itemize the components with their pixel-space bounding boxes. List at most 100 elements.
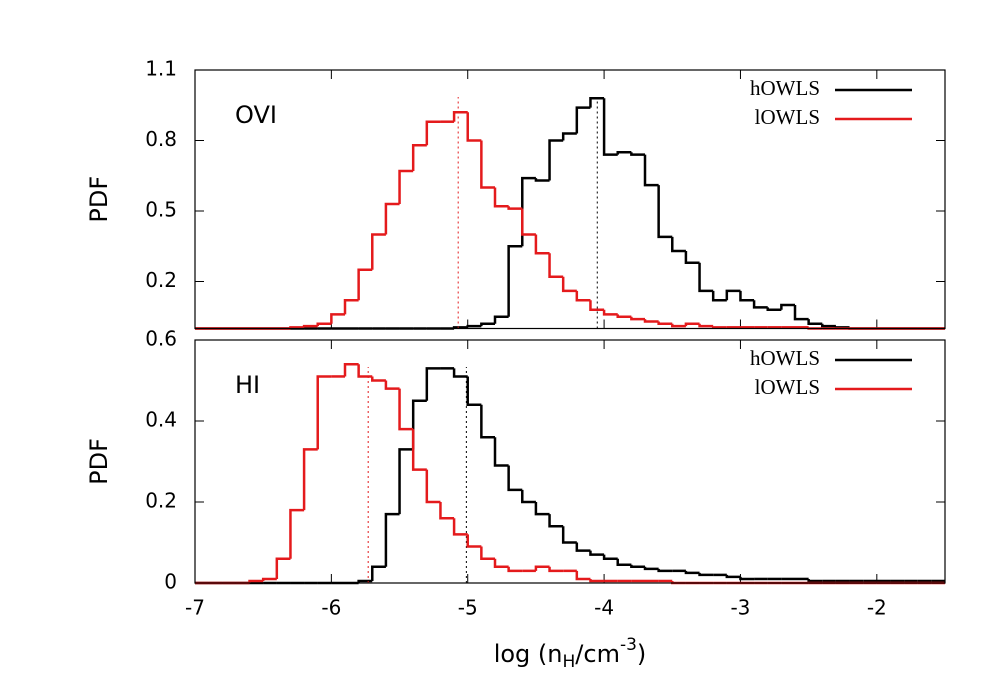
histogram-bin bbox=[616, 558, 632, 567]
histogram-bin bbox=[275, 557, 291, 579]
histogram-bin bbox=[507, 206, 523, 210]
y-tick-label: 0.8 bbox=[145, 127, 177, 151]
histogram-bin bbox=[711, 290, 727, 302]
series bbox=[195, 111, 945, 330]
histogram-bin bbox=[439, 502, 455, 520]
histogram-bin bbox=[561, 526, 577, 544]
histogram-bin bbox=[589, 300, 605, 311]
histogram-bin bbox=[316, 322, 332, 327]
histogram-bin bbox=[493, 437, 509, 467]
histogram-bin bbox=[507, 566, 523, 573]
histogram-bin bbox=[466, 324, 482, 328]
histogram-bin bbox=[302, 324, 318, 328]
histogram-bin bbox=[643, 154, 659, 187]
histogram-bin bbox=[261, 577, 277, 581]
histogram-bin bbox=[493, 187, 509, 208]
histogram-bin bbox=[452, 518, 468, 536]
histogram-bin bbox=[452, 111, 468, 122]
histogram-bin bbox=[452, 368, 468, 378]
y-tick-label: 1.1 bbox=[145, 57, 177, 81]
series bbox=[195, 367, 945, 585]
histogram-bin bbox=[480, 140, 495, 189]
x-axis-label-sub: H bbox=[563, 652, 576, 672]
histogram-bin bbox=[398, 169, 414, 204]
histogram-bin bbox=[657, 568, 673, 573]
histogram-bin bbox=[521, 208, 536, 236]
histogram-bin bbox=[466, 376, 482, 407]
histogram-bin bbox=[466, 534, 482, 548]
histogram-bin bbox=[657, 321, 673, 326]
histogram-bin bbox=[480, 322, 495, 327]
histogram-bin bbox=[425, 469, 441, 504]
histogram-bin bbox=[248, 579, 264, 583]
legend-label: lOWLS bbox=[755, 105, 820, 129]
x-tick-label: -7 bbox=[185, 596, 205, 620]
x-axis-label: log (nH/cm-3) bbox=[494, 635, 647, 672]
plot-frame bbox=[194, 339, 946, 584]
histogram-bin bbox=[548, 514, 564, 528]
histogram-bin bbox=[411, 429, 427, 471]
histogram-bin bbox=[507, 465, 523, 492]
histogram-bin bbox=[548, 566, 564, 573]
histogram-bin bbox=[589, 578, 605, 583]
histogram-bin bbox=[616, 314, 632, 318]
histogram-bin bbox=[684, 250, 700, 264]
legend-label: hOWLS bbox=[750, 76, 820, 100]
histogram-bin bbox=[534, 502, 550, 516]
x-axis-label-part: /cm bbox=[575, 640, 620, 668]
histogram-bin bbox=[725, 289, 741, 301]
histogram-bin bbox=[739, 576, 755, 581]
histogram-bin bbox=[630, 152, 645, 156]
histogram-bin bbox=[548, 253, 564, 279]
histogram-bin bbox=[575, 106, 591, 134]
histogram-bin bbox=[343, 299, 359, 315]
histogram-bin bbox=[834, 326, 850, 329]
histogram-bin bbox=[561, 132, 577, 141]
histogram-bin bbox=[780, 303, 795, 310]
histogram-bin bbox=[602, 554, 618, 560]
histogram-bin bbox=[357, 364, 373, 378]
histogram-bin bbox=[493, 558, 509, 569]
histogram-bin bbox=[602, 309, 618, 316]
x-axis-label-part: ) bbox=[637, 640, 646, 668]
histogram-bin bbox=[602, 98, 618, 156]
histogram-bin bbox=[793, 305, 809, 321]
histogram-bin bbox=[521, 489, 536, 504]
histogram-bin bbox=[548, 139, 564, 181]
histogram-bin bbox=[643, 566, 659, 571]
histogram-bin bbox=[561, 276, 577, 293]
histogram-bin bbox=[534, 178, 550, 182]
panel-label: OVI bbox=[235, 101, 277, 129]
histogram-bin bbox=[643, 319, 659, 323]
histogram-bin bbox=[493, 315, 509, 324]
histogram-bin bbox=[425, 367, 441, 401]
histogram-bin bbox=[425, 120, 441, 146]
histogram-bin bbox=[411, 399, 427, 450]
histogram-bin bbox=[330, 313, 345, 324]
histogram-bin bbox=[807, 578, 823, 583]
histogram-bin bbox=[534, 234, 550, 255]
y-tick-label: 0.5 bbox=[145, 198, 177, 222]
histogram-bin bbox=[316, 375, 332, 450]
x-tick-label: -3 bbox=[730, 596, 750, 620]
y-axis-label: PDF bbox=[85, 176, 113, 223]
histogram-bin bbox=[575, 290, 591, 302]
series bbox=[195, 96, 945, 330]
histogram-bin bbox=[343, 363, 359, 377]
histogram-bin bbox=[302, 448, 318, 511]
histogram-bin bbox=[575, 570, 591, 581]
histogram-bin bbox=[739, 290, 755, 302]
histogram-bin bbox=[398, 448, 414, 515]
legend-label: lOWLS bbox=[755, 375, 820, 399]
x-tick-label: -5 bbox=[458, 596, 478, 620]
histogram-bin bbox=[616, 151, 632, 155]
panel-label: HI bbox=[235, 371, 260, 399]
histogram-bin bbox=[575, 542, 591, 552]
histogram-bin bbox=[589, 96, 605, 108]
histogram-bin bbox=[411, 143, 427, 172]
histogram-bin bbox=[384, 380, 400, 390]
histogram-bin bbox=[725, 574, 741, 579]
x-tick-label: -6 bbox=[321, 596, 341, 620]
